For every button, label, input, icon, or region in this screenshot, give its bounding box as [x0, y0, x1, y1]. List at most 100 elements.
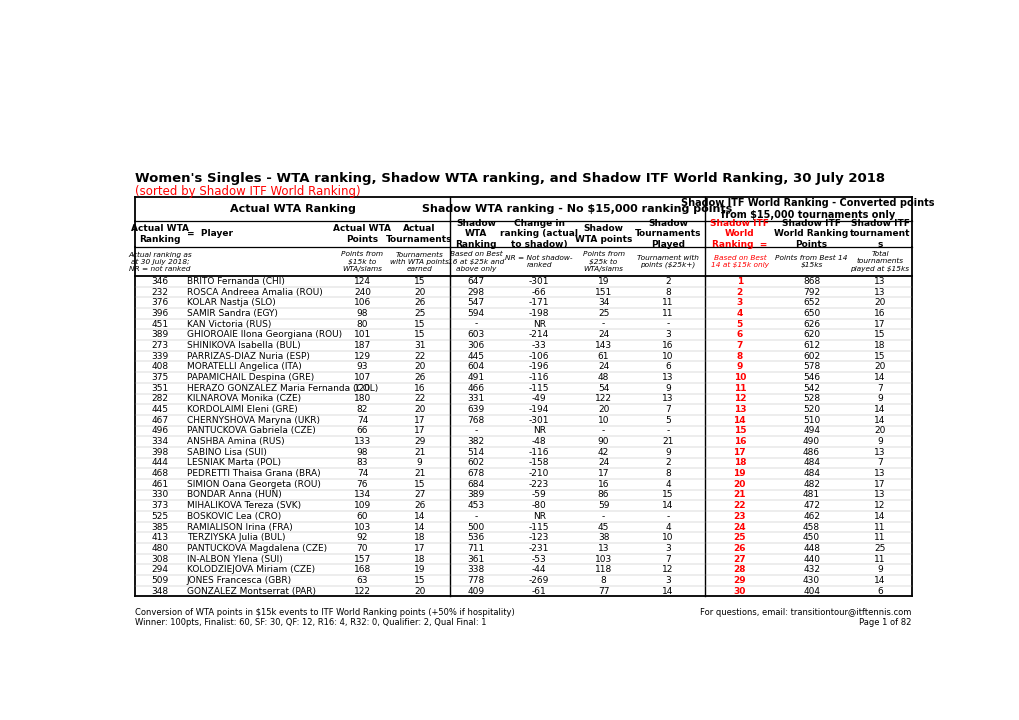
Text: 10: 10 [661, 351, 674, 361]
Text: 9: 9 [417, 459, 422, 467]
Text: 361: 361 [467, 554, 484, 564]
Text: 26: 26 [414, 373, 425, 382]
Text: 122: 122 [354, 587, 371, 595]
Text: 16: 16 [661, 341, 674, 350]
Text: 11: 11 [873, 523, 884, 531]
Text: 23: 23 [733, 512, 745, 521]
Text: 398: 398 [151, 448, 168, 456]
Text: -48: -48 [531, 437, 546, 446]
Text: 27: 27 [733, 554, 746, 564]
Text: Tournaments
with WTA points
earned: Tournaments with WTA points earned [389, 251, 448, 271]
Text: 13: 13 [873, 277, 884, 286]
Text: 462: 462 [802, 512, 819, 521]
Text: 109: 109 [354, 501, 371, 510]
Text: TERZIYSKA Julia (BUL): TERZIYSKA Julia (BUL) [186, 534, 285, 542]
Text: MIHALIKOVA Tereza (SVK): MIHALIKOVA Tereza (SVK) [186, 501, 301, 510]
Text: 9: 9 [664, 384, 671, 392]
Text: -59: -59 [531, 490, 546, 500]
Text: KOLAR Nastja (SLO): KOLAR Nastja (SLO) [186, 298, 275, 307]
Text: 346: 346 [151, 277, 168, 286]
Text: 3: 3 [736, 298, 742, 307]
Text: Actual WTA Ranking: Actual WTA Ranking [229, 204, 356, 214]
Text: 450: 450 [802, 534, 819, 542]
Text: 12: 12 [661, 565, 674, 575]
Text: 134: 134 [354, 490, 371, 500]
Text: 17: 17 [873, 480, 884, 489]
Text: 509: 509 [151, 576, 168, 585]
Text: 17: 17 [414, 426, 425, 436]
Text: 678: 678 [467, 469, 484, 478]
Text: 143: 143 [594, 341, 611, 350]
Text: -214: -214 [529, 330, 549, 339]
Text: 382: 382 [467, 437, 484, 446]
Text: 612: 612 [802, 341, 819, 350]
Text: -269: -269 [529, 576, 549, 585]
Text: 14: 14 [414, 523, 425, 531]
Text: 445: 445 [468, 351, 484, 361]
Text: 10: 10 [597, 415, 608, 425]
Text: 92: 92 [357, 534, 368, 542]
Text: 240: 240 [354, 287, 371, 297]
Text: 458: 458 [802, 523, 819, 531]
Text: 647: 647 [467, 277, 484, 286]
Text: BRITO Fernanda (CHI): BRITO Fernanda (CHI) [186, 277, 284, 286]
Text: 11: 11 [873, 554, 884, 564]
Text: 684: 684 [467, 480, 484, 489]
Text: -115: -115 [529, 523, 549, 531]
Text: 25: 25 [733, 534, 745, 542]
Text: 9: 9 [876, 565, 882, 575]
Text: PANTUCKOVA Gabriela (CZE): PANTUCKOVA Gabriela (CZE) [186, 426, 315, 436]
Text: Change in
ranking (actual
to shadow): Change in ranking (actual to shadow) [499, 219, 578, 249]
Text: 38: 38 [597, 534, 608, 542]
Text: 20: 20 [414, 287, 425, 297]
Text: 13: 13 [661, 395, 674, 403]
Text: PARRIZAS-DIAZ Nuria (ESP): PARRIZAS-DIAZ Nuria (ESP) [186, 351, 309, 361]
Text: 17: 17 [597, 469, 608, 478]
Text: NR: NR [532, 426, 545, 436]
Text: 168: 168 [354, 565, 371, 575]
Text: Conversion of WTA points in $15k events to ITF World Ranking points (+50% if hos: Conversion of WTA points in $15k events … [136, 608, 515, 627]
Text: Shadow
WTA points: Shadow WTA points [575, 224, 632, 243]
Text: 14: 14 [873, 576, 884, 585]
Text: -: - [601, 426, 604, 436]
Text: 232: 232 [151, 287, 168, 297]
Text: MORATELLI Angelica (ITA): MORATELLI Angelica (ITA) [186, 362, 301, 372]
Text: 15: 15 [661, 490, 674, 500]
Text: 14: 14 [873, 405, 884, 414]
Text: 778: 778 [467, 576, 484, 585]
Text: CHERNYSHOVA Maryna (UKR): CHERNYSHOVA Maryna (UKR) [186, 415, 319, 425]
Text: GONZALEZ Montserrat (PAR): GONZALEZ Montserrat (PAR) [186, 587, 315, 595]
Text: 444: 444 [151, 459, 168, 467]
Text: 20: 20 [414, 587, 425, 595]
Text: 98: 98 [357, 448, 368, 456]
Text: 21: 21 [733, 490, 745, 500]
Text: 626: 626 [802, 320, 819, 328]
Text: 445: 445 [151, 405, 168, 414]
Text: 5: 5 [664, 415, 671, 425]
Text: ANSHBA Amina (RUS): ANSHBA Amina (RUS) [186, 437, 284, 446]
Text: -106: -106 [529, 351, 549, 361]
Text: SABINO Lisa (SUI): SABINO Lisa (SUI) [186, 448, 266, 456]
Text: 472: 472 [802, 501, 819, 510]
Text: 6: 6 [736, 330, 742, 339]
Text: 461: 461 [151, 480, 168, 489]
Text: 45: 45 [597, 523, 608, 531]
Text: 594: 594 [467, 309, 484, 318]
Text: 17: 17 [414, 544, 425, 553]
Text: -33: -33 [531, 341, 546, 350]
Text: 768: 768 [467, 415, 484, 425]
Text: 404: 404 [802, 587, 819, 595]
Text: 373: 373 [151, 501, 168, 510]
Text: 14: 14 [733, 415, 746, 425]
Text: 639: 639 [467, 405, 484, 414]
Text: 792: 792 [802, 287, 819, 297]
Text: 27: 27 [414, 490, 425, 500]
Text: 396: 396 [151, 309, 168, 318]
Text: 66: 66 [357, 426, 368, 436]
Text: 348: 348 [151, 587, 168, 595]
Text: 90: 90 [597, 437, 608, 446]
Text: -53: -53 [531, 554, 546, 564]
Text: =  Player: = Player [186, 230, 232, 238]
Text: ROSCA Andreea Amalia (ROU): ROSCA Andreea Amalia (ROU) [186, 287, 322, 297]
Text: -: - [474, 426, 477, 436]
